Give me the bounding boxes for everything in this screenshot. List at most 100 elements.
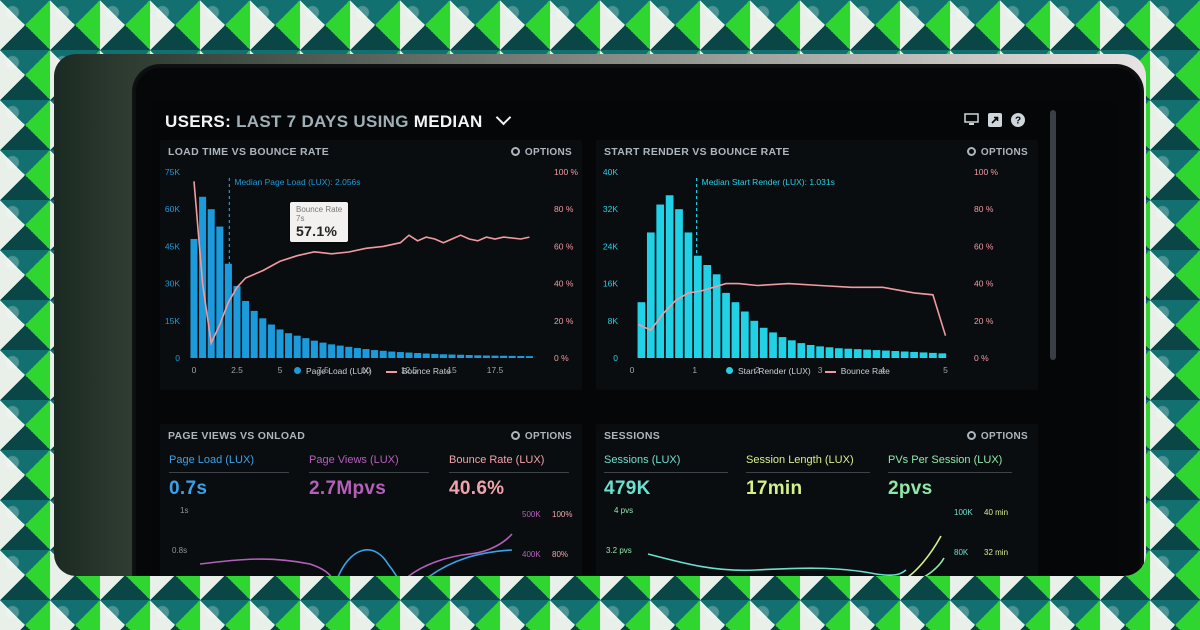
bar	[788, 340, 796, 358]
x-tick-label: 5	[278, 365, 283, 375]
median-annotation: Median Start Render (LUX): 1.031s	[702, 177, 835, 187]
legend-item-start-render[interactable]: Start Render (LUX)	[726, 366, 811, 376]
x-tick-label: 1	[692, 365, 697, 375]
y-left-tick-label: 8K	[608, 316, 619, 326]
options-label: OPTIONS	[980, 431, 1028, 442]
x-tick-label: 5	[943, 365, 948, 375]
legend-label: Bounce Rate	[401, 366, 451, 376]
chevron-down-icon[interactable]	[495, 109, 511, 126]
x-tick-label: 10	[361, 365, 371, 375]
bar	[345, 346, 353, 358]
x-tick-label: 17.5	[487, 365, 504, 375]
page-load-line	[337, 549, 398, 576]
session-length-line	[907, 535, 942, 576]
bar	[693, 255, 702, 358]
gear-icon	[966, 147, 976, 156]
page-views-line	[199, 558, 332, 576]
legend-line-icon	[824, 370, 836, 373]
x-tick-label: 12.5	[401, 365, 418, 375]
bar	[276, 329, 284, 358]
axis-label: 400K	[522, 550, 541, 559]
bar	[242, 300, 250, 358]
bar	[405, 352, 413, 358]
bar	[508, 355, 516, 358]
y-left-tick-label: 15K	[165, 316, 180, 326]
bar	[882, 350, 890, 358]
gear-icon	[966, 431, 976, 440]
bar	[646, 232, 655, 358]
bar	[517, 356, 525, 358]
share-icon[interactable]	[987, 112, 1002, 127]
metric-label-pvs: PVs Per Session (LUX)	[888, 454, 1003, 466]
help-icon[interactable]: ?	[1010, 112, 1025, 127]
options-button[interactable]: OPTIONS	[510, 146, 572, 158]
bar	[675, 209, 683, 358]
axis-label: 32 min	[984, 548, 1009, 557]
options-label: OPTIONS	[524, 431, 572, 442]
bar	[457, 354, 465, 358]
options-button[interactable]: OPTIONS	[510, 430, 572, 442]
y-right-tick-label: 0 %	[554, 353, 569, 363]
monitor-bezel: USERS: LAST 7 DAYS USING MEDIAN ?	[134, 66, 1142, 576]
bar	[929, 352, 937, 358]
metric-label-sessions: Sessions (LUX)	[604, 454, 681, 466]
svg-text:?: ?	[1014, 115, 1020, 126]
x-tick-label: 7.5	[317, 365, 329, 375]
metric-label-bounce: Bounce Rate (LUX)	[449, 454, 545, 466]
pvs-line	[924, 557, 945, 576]
y-right-tick-label: 60 %	[974, 241, 994, 251]
bar	[285, 333, 293, 358]
bar	[500, 355, 508, 358]
scrollbar[interactable]	[1050, 110, 1056, 360]
bar	[656, 204, 665, 358]
bar	[388, 351, 396, 358]
start-render-chart: 0 8K 16K 24K 32K 40K 0 % 20 % 40 % 60 % 80 % 100 % 0…	[603, 167, 999, 375]
bar	[750, 320, 759, 358]
metric-value-sessions: 479K	[604, 478, 651, 499]
metric-value-pvs: 2pvs	[888, 478, 933, 499]
y-left-tick-label: 40K	[603, 167, 618, 177]
legend-item-page-load[interactable]: Page Load (LUX)	[294, 366, 372, 376]
panel-title: SESSIONS	[604, 430, 661, 442]
bar	[371, 350, 379, 358]
monitor-icon[interactable]	[964, 112, 979, 127]
x-tick-label: 15	[447, 365, 457, 375]
bar	[863, 349, 871, 358]
bar	[919, 352, 928, 358]
bar	[769, 332, 777, 358]
metric-value-bounce: 40.6%	[449, 478, 505, 499]
metric-value-page-views: 2.7Mpvs	[309, 478, 387, 499]
axis-label: 4 pvs	[614, 506, 634, 515]
chart-legend: Page Load (LUX) Bounce Rate	[294, 366, 451, 376]
bar	[759, 327, 768, 358]
legend-item-bounce[interactable]: Bounce Rate	[824, 366, 890, 376]
y-right-tick-label: 40 %	[554, 279, 574, 289]
y-right-tick-label: 0 %	[974, 353, 989, 363]
title-range: LAST 7 DAYS	[236, 112, 349, 131]
bar	[637, 302, 646, 358]
tooltip: Bounce Rate 7s 57.1%	[290, 202, 349, 242]
bar	[310, 340, 318, 358]
bar	[336, 345, 344, 358]
title-stat: MEDIAN	[413, 112, 483, 131]
y-right-tick-label: 80 %	[554, 204, 574, 214]
options-button[interactable]: OPTIONS	[966, 430, 1028, 442]
y-right-tick-label: 60 %	[554, 241, 574, 251]
bar	[825, 347, 834, 358]
metric-label-page-views: Page Views (LUX)	[309, 454, 399, 466]
legend-item-bounce[interactable]: Bounce Rate	[385, 366, 451, 376]
axis-label: 0.8s	[172, 546, 188, 555]
bar	[396, 352, 404, 358]
axis-label: 100%	[552, 510, 573, 519]
bar	[422, 353, 430, 358]
dashboard-title[interactable]: USERS: LAST 7 DAYS USING MEDIAN	[165, 109, 511, 132]
photo-card: USERS: LAST 7 DAYS USING MEDIAN ?	[54, 54, 1146, 576]
axis-label: 3.2 pvs	[606, 546, 632, 555]
gear-icon	[510, 431, 520, 440]
y-right-tick-label: 20 %	[554, 316, 574, 326]
x-tick-label: 0	[192, 365, 197, 375]
bar	[491, 355, 499, 358]
median-annotation: Median Page Load (LUX): 2.056s	[234, 177, 360, 187]
options-button[interactable]: OPTIONS	[966, 146, 1028, 158]
options-label: OPTIONS	[524, 147, 572, 158]
